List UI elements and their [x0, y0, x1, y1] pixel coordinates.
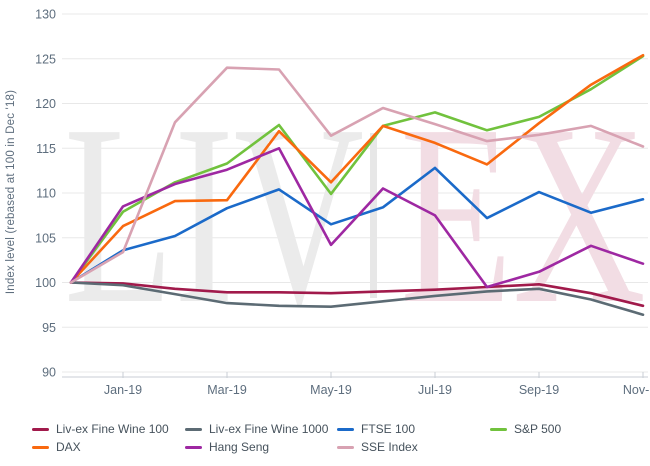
y-tick-label-125: 125	[35, 52, 56, 66]
y-tick-label-120: 120	[35, 97, 56, 111]
series-line-hang-seng[interactable]	[69, 147, 645, 289]
legend-item-hang-seng[interactable]: Hang Seng	[185, 439, 269, 455]
y-tick-label-105: 105	[35, 231, 56, 245]
watermark-divider-bar	[370, 133, 377, 298]
legend-label: S&P 500	[514, 422, 562, 436]
x-tick-label-sep-19: Sep-19	[519, 383, 559, 397]
legend-item-dax[interactable]: DAX	[32, 439, 81, 455]
y-axis: 90 95 100 105 110 115 120 125 130	[35, 8, 56, 380]
legend-label: DAX	[56, 440, 81, 454]
legend-label: Liv-ex Fine Wine 100	[56, 422, 169, 436]
legend-swatch-liv-ex-fine-wine-100	[32, 427, 49, 431]
y-tick-label-90: 90	[42, 366, 56, 380]
y-tick-label-115: 115	[36, 142, 56, 156]
legend-label: Hang Seng	[209, 440, 270, 454]
series-line-liv-ex-fine-wine-100[interactable]	[69, 281, 645, 308]
watermark-ex-text: EX	[400, 71, 646, 357]
x-tick-label-nov-19: Nov-19	[623, 383, 650, 397]
legend-item-ftse-100[interactable]: FTSE 100	[337, 421, 415, 437]
series-line-sse-index[interactable]	[69, 66, 645, 284]
legend-swatch-liv-ex-fine-wine-1000	[185, 427, 202, 431]
x-tick-label-mar-19: Mar-19	[207, 383, 247, 397]
legend-label: Liv-ex Fine Wine 1000	[209, 422, 329, 436]
x-tick-label-may-19: May-19	[310, 383, 352, 397]
livex-watermark: LIV EX	[64, 71, 646, 357]
y-tick-label-100: 100	[35, 276, 56, 290]
legend-item-liv-ex-fine-wine-1000[interactable]: Liv-ex Fine Wine 1000	[185, 421, 328, 437]
legend-item-s-p-500[interactable]: S&P 500	[490, 421, 561, 437]
y-tick-label-130: 130	[35, 8, 56, 22]
legend-swatch-s-p-500	[490, 427, 507, 431]
legend-swatch-sse-index	[337, 445, 354, 449]
gridlines	[62, 13, 648, 373]
legend-swatch-dax	[32, 445, 49, 449]
series-lines	[69, 53, 645, 317]
x-tick-label-jul-19: Jul-19	[418, 383, 452, 397]
y-tick-label-110: 110	[36, 187, 56, 201]
chart-legend: Liv-ex Fine Wine 100 Liv-ex Fine Wine 100…	[0, 410, 650, 466]
legend-swatch-hang-seng	[185, 445, 202, 449]
y-tick-label-95: 95	[42, 321, 56, 335]
series-line-dax[interactable]	[69, 53, 645, 284]
legend-item-liv-ex-fine-wine-100[interactable]: Liv-ex Fine Wine 100	[32, 421, 169, 437]
x-axis: Jan-19 Mar-19 May-19 Jul-19 Sep-19 Nov-19	[62, 372, 650, 397]
series-line-liv-ex-fine-wine-1000[interactable]	[69, 281, 645, 317]
legend-label: FTSE 100	[361, 422, 416, 436]
legend-item-sse-index[interactable]: SSE Index	[337, 439, 418, 455]
x-tick-label-jan-19: Jan-19	[104, 383, 142, 397]
legend-label: SSE Index	[361, 440, 418, 454]
legend-swatch-ftse-100	[337, 427, 354, 431]
